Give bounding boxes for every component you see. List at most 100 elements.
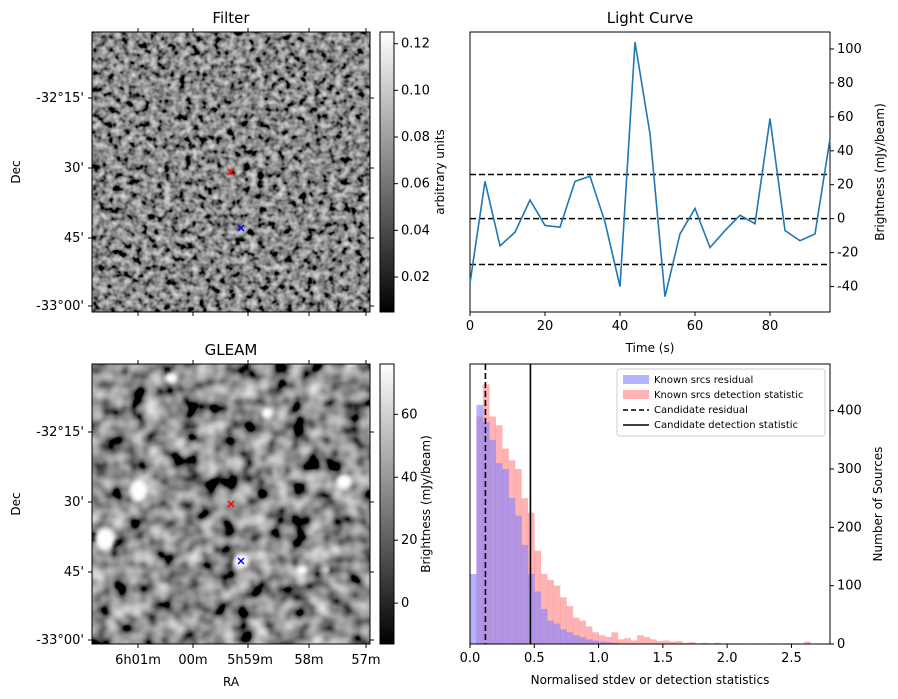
histogram-bar xyxy=(502,469,509,644)
histogram-bar xyxy=(804,641,812,644)
filter-dec-tick: 30' xyxy=(64,161,84,176)
filter-colorbar xyxy=(379,31,395,313)
histogram-bar xyxy=(547,579,554,644)
gleam-panel: GLEAM xyxy=(9,341,433,689)
histogram-ytick-label: 200 xyxy=(837,520,862,535)
gleam-colorbar-tick-label: 60 xyxy=(401,407,418,422)
histogram-xtick-label: 2.5 xyxy=(781,651,802,666)
lightcurve-ytick-label: 40 xyxy=(837,144,854,159)
histogram-bar xyxy=(566,606,574,644)
histogram-xtick-label: 0.5 xyxy=(524,651,545,666)
filter-blue-marker xyxy=(237,224,245,232)
gleam-blue-marker xyxy=(237,557,245,565)
histogram-bar xyxy=(476,404,484,644)
histogram-legend: Known srcs residual Known srcs detection… xyxy=(616,368,826,437)
gleam-colorbar-tick-label: 20 xyxy=(401,533,418,548)
gleam-red-marker xyxy=(227,500,235,508)
gleam-dec-tick: 30' xyxy=(64,495,84,510)
gleam-dec-tick: -33°00' xyxy=(36,633,84,648)
histogram-bar xyxy=(662,640,670,644)
lightcurve-ytick-label: 60 xyxy=(837,110,854,125)
histogram-bar xyxy=(470,574,477,644)
filter-red-marker xyxy=(227,168,235,176)
lightcurve-xtick-label: 20 xyxy=(537,319,554,334)
filter-ylabel: Dec xyxy=(9,160,23,183)
histogram-bar xyxy=(547,620,554,644)
histogram-bar xyxy=(566,632,574,644)
histogram-bar xyxy=(579,620,587,644)
histogram-bar xyxy=(701,642,709,644)
filter-dec-tick: 45' xyxy=(64,231,84,246)
gleam-colorbar xyxy=(379,363,395,645)
legend-entry: Candidate detection statistic xyxy=(654,420,798,431)
histogram-bar xyxy=(592,640,599,644)
filter-colorbar-tick-label: 0.04 xyxy=(401,223,430,238)
histogram-bar xyxy=(669,641,677,644)
lightcurve-ytick-label: 100 xyxy=(837,42,862,57)
histogram-bar xyxy=(521,544,529,644)
histogram-bar xyxy=(553,585,561,644)
lightcurve-ytick-label: 0 xyxy=(837,212,845,227)
lightcurve-xtick-label: 80 xyxy=(762,319,779,334)
histogram-xtick-label: 2.0 xyxy=(717,651,738,666)
gleam-ra-tick: 00m xyxy=(178,653,207,668)
histogram-ylabel: Number of Sources xyxy=(871,447,885,562)
legend-entry: Candidate residual xyxy=(654,405,748,416)
histogram-panel: 0.0 0.5 1.0 1.5 2.0 2.5 0 100 200 300 400 Normali… xyxy=(460,363,885,687)
histogram-bar xyxy=(585,639,593,644)
legend-swatch-residual xyxy=(623,375,649,384)
histogram-bar xyxy=(508,498,516,644)
gleam-xlabel: RA xyxy=(223,675,240,689)
histogram-bar xyxy=(675,641,683,644)
gleam-ra-tick: 57m xyxy=(351,653,380,668)
histogram-bar xyxy=(489,439,497,644)
gleam-ra-tick: 58m xyxy=(294,653,323,668)
lightcurve-axes xyxy=(469,31,831,313)
lightcurve-ytick-label: -20 xyxy=(837,246,858,261)
histogram-bar xyxy=(495,463,503,644)
histogram-bar xyxy=(585,626,593,644)
histogram-bar xyxy=(534,591,542,644)
histogram-bar xyxy=(598,635,606,644)
histogram-bar xyxy=(560,597,567,644)
histogram-bar xyxy=(540,609,548,644)
histogram-bar xyxy=(572,617,580,644)
histogram-bar xyxy=(617,639,625,644)
filter-dec-tick: -33°00' xyxy=(36,299,84,314)
filter-dec-tick: -32°15' xyxy=(36,91,84,106)
filter-colorbar-tick-label: 0.10 xyxy=(401,83,430,98)
histogram-bar xyxy=(637,635,644,644)
gleam-sources xyxy=(95,372,352,609)
lightcurve-series-line xyxy=(469,42,831,297)
histogram-bar xyxy=(515,515,522,644)
histogram-ytick-label: 0 xyxy=(837,637,845,652)
gleam-title: GLEAM xyxy=(205,341,258,359)
gleam-ra-tick: 6h01m xyxy=(115,653,161,668)
histogram-xtick-label: 1.5 xyxy=(653,651,674,666)
filter-colorbar-tick-label: 0.02 xyxy=(401,270,430,285)
filter-panel: Filter -32°15' 30' 45' -33°00' Dec xyxy=(9,9,447,316)
lightcurve-xtick-label: 60 xyxy=(687,319,704,334)
filter-colorbar-tick-label: 0.08 xyxy=(401,130,430,145)
histogram-bar xyxy=(605,637,612,644)
gleam-dec-tick: -32°15' xyxy=(36,425,84,440)
filter-colorbar-tick-label: 0.06 xyxy=(401,177,430,192)
lightcurve-ytick-label: 80 xyxy=(837,76,854,91)
legend-entry: Known srcs residual xyxy=(654,375,753,386)
histogram-bar xyxy=(643,637,651,644)
histogram-bar xyxy=(650,639,657,644)
histogram-ytick-label: 400 xyxy=(837,404,862,419)
legend-entry: Known srcs detection statistic xyxy=(654,390,803,401)
lightcurve-panel: Light Curve 0 20 40 60 80 -40 -20 0 20 40 60 80 100… xyxy=(466,9,887,355)
filter-title: Filter xyxy=(212,9,250,27)
histogram-bar xyxy=(482,422,490,644)
histogram-bar xyxy=(572,635,580,644)
histogram-bar xyxy=(553,623,561,644)
histogram-bar xyxy=(611,632,619,644)
histogram-bar xyxy=(688,642,696,644)
histogram-bar xyxy=(560,629,567,644)
lightcurve-xtick-label: 40 xyxy=(612,319,629,334)
lightcurve-ytick-label: -40 xyxy=(837,280,858,295)
gleam-ylabel: Dec xyxy=(9,492,23,515)
